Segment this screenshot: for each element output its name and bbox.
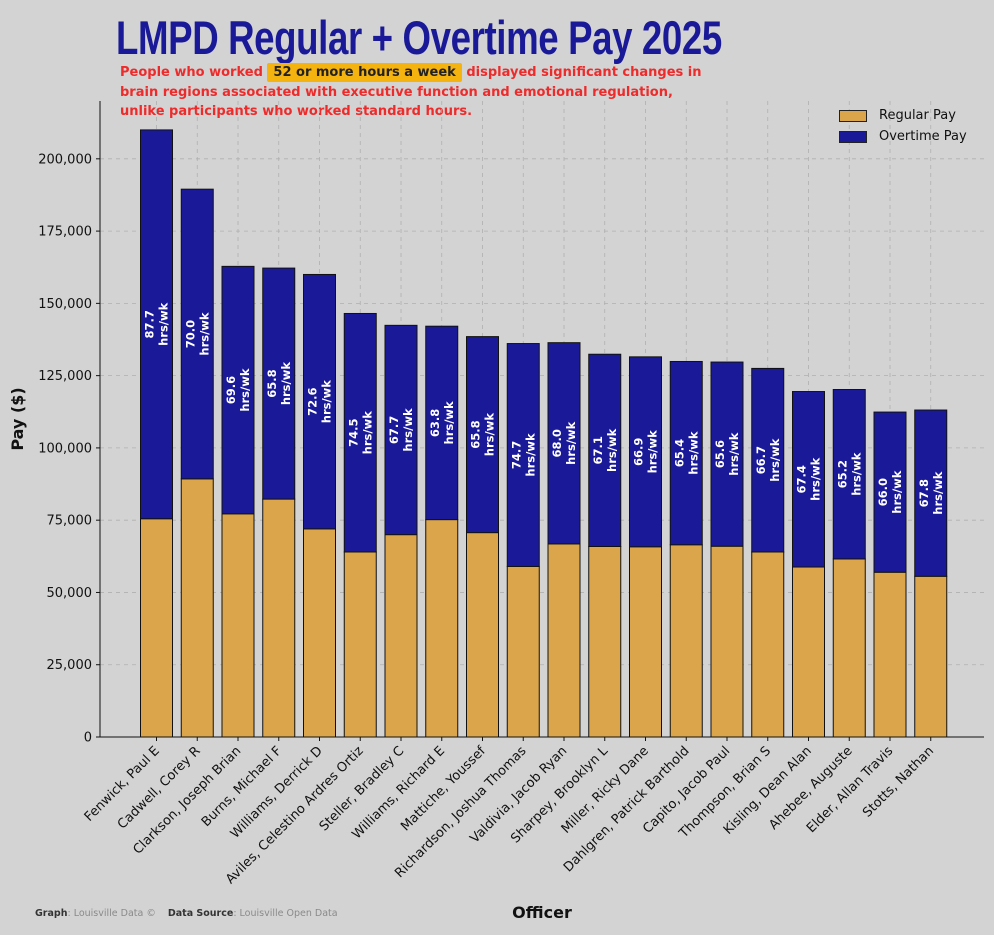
bar-overtime-pay <box>588 353 622 547</box>
bar-regular-pay <box>914 575 948 738</box>
hours-label: 66.0hrs/wk <box>876 470 904 514</box>
x-tick-label: Fenwick, Paul E <box>82 744 163 825</box>
hours-label: 67.1hrs/wk <box>591 428 619 472</box>
bar-overtime-pay <box>914 409 948 577</box>
bar-regular-pay <box>425 519 459 738</box>
chart-subtitle: People who worked 52 or more hours a wee… <box>120 63 720 122</box>
y-tick-label: 75,000 <box>47 514 93 529</box>
hours-label: 72.6hrs/wk <box>306 380 334 424</box>
bar-overtime-pay <box>506 343 540 567</box>
bar-regular-pay <box>262 498 296 738</box>
hours-label: 67.4hrs/wk <box>795 457 823 501</box>
bar-regular-pay <box>669 544 703 738</box>
legend-item-regular: Regular Pay <box>830 105 967 126</box>
bar-overtime-pay <box>669 360 703 546</box>
footer-source-value: : Louisville Open Data <box>233 908 338 919</box>
bar-regular-pay <box>873 571 907 738</box>
legend-swatch-overtime <box>839 130 867 143</box>
chart-legend: Regular Pay Overtime Pay <box>830 105 967 147</box>
hours-label: 65.8hrs/wk <box>265 362 293 406</box>
hours-label: 67.7hrs/wk <box>387 408 415 452</box>
bar-overtime-pay <box>832 389 866 560</box>
y-tick-label: 0 <box>84 731 92 746</box>
y-axis-label: Pay ($) <box>8 387 27 450</box>
y-tick-label: 175,000 <box>38 225 92 240</box>
bar-regular-pay <box>792 566 825 738</box>
bar-overtime-pay <box>343 312 377 553</box>
bar-overtime-pay <box>547 342 581 545</box>
hours-label: 70.0hrs/wk <box>183 312 211 356</box>
hours-label: 68.0hrs/wk <box>550 421 578 465</box>
legend-swatch-regular <box>839 109 867 122</box>
hours-label: 65.6hrs/wk <box>713 432 741 476</box>
bar-regular-pay <box>384 534 418 738</box>
subtitle-text-before: People who worked <box>120 65 268 80</box>
bar-overtime-pay <box>180 188 214 480</box>
bar-regular-pay <box>710 545 744 738</box>
footer-graph-value: : Louisville Data © <box>67 908 156 919</box>
bar-overtime-pay <box>751 367 785 553</box>
x-tick-label: Stotts, Nathan <box>860 744 937 821</box>
bar-regular-pay <box>588 545 622 738</box>
bar-regular-pay <box>303 528 336 738</box>
y-tick-label: 100,000 <box>38 441 92 456</box>
hours-label: 74.5hrs/wk <box>346 411 374 455</box>
bar-regular-pay <box>547 543 581 738</box>
hours-label: 63.8hrs/wk <box>428 401 456 445</box>
bar-regular-pay <box>180 478 214 738</box>
footer-graph-label: Graph <box>35 908 68 919</box>
hours-label: 87.7hrs/wk <box>143 302 171 346</box>
subtitle-text-after: displayed significant changes in brain r… <box>120 65 702 120</box>
hours-label: 65.2hrs/wk <box>835 452 863 496</box>
bar-overtime-pay <box>384 324 418 536</box>
hours-label: 67.8hrs/wk <box>917 471 945 515</box>
subtitle-highlight: 52 or more hours a week <box>267 63 462 82</box>
bar-regular-pay <box>629 546 662 738</box>
hours-label: 65.4hrs/wk <box>672 431 700 475</box>
hours-label: 66.9hrs/wk <box>632 430 660 474</box>
y-tick-label: 150,000 <box>38 297 92 312</box>
bar-regular-pay <box>466 532 499 738</box>
hours-label: 66.7hrs/wk <box>754 438 782 482</box>
bar-overtime-pay <box>466 336 499 534</box>
y-tick-label: 25,000 <box>47 658 93 673</box>
y-tick-label: 125,000 <box>38 369 92 384</box>
legend-item-overtime: Overtime Pay <box>830 126 967 147</box>
bar-overtime-pay <box>873 411 907 573</box>
x-axis-label: Officer <box>512 903 572 922</box>
bar-regular-pay <box>832 558 866 738</box>
bar-overtime-pay <box>425 325 459 521</box>
bar-overtime-pay <box>221 265 255 515</box>
chart-footer: Graph: Louisville Data © Data Source: Lou… <box>35 908 338 919</box>
hours-label: 69.6hrs/wk <box>224 368 252 412</box>
bar-overtime-pay <box>629 356 662 548</box>
bar-regular-pay <box>140 518 173 738</box>
bar-overtime-pay <box>792 391 825 568</box>
bar-overtime-pay <box>140 129 173 520</box>
hours-label: 65.8hrs/wk <box>469 413 497 457</box>
bar-overtime-pay <box>262 267 296 500</box>
legend-label-regular: Regular Pay <box>879 108 956 123</box>
bar-regular-pay <box>221 513 255 738</box>
bar-overtime-pay <box>710 361 744 547</box>
chart-title: LMPD Regular + Overtime Pay 2025 <box>116 11 722 64</box>
bar-regular-pay <box>506 565 540 738</box>
bar-overtime-pay <box>303 273 336 530</box>
legend-label-overtime: Overtime Pay <box>879 129 967 144</box>
hours-label: 74.7hrs/wk <box>509 433 537 477</box>
y-tick-label: 200,000 <box>38 152 92 167</box>
bar-regular-pay <box>751 551 785 738</box>
footer-source-label: Data Source <box>167 908 234 919</box>
bar-regular-pay <box>343 551 377 738</box>
y-tick-label: 50,000 <box>47 586 93 601</box>
